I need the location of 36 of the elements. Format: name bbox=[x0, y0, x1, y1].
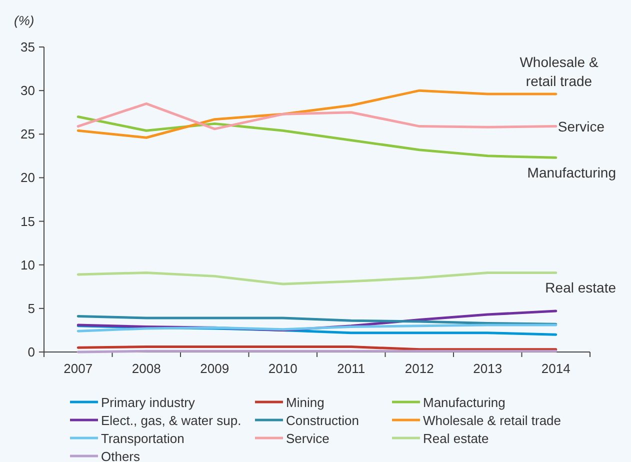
legend-label: Service bbox=[286, 431, 330, 446]
y-tick-label: 20 bbox=[20, 170, 35, 186]
legend-label: Others bbox=[101, 449, 141, 462]
x-tick-label: 2012 bbox=[404, 361, 434, 376]
legend-label: Elect., gas, & water sup. bbox=[101, 413, 242, 428]
x-tick-label: 2014 bbox=[541, 361, 570, 376]
y-tick-label: 5 bbox=[28, 300, 35, 316]
y-tick-label: 0 bbox=[28, 344, 35, 360]
line-series bbox=[76, 102, 558, 130]
line-series bbox=[76, 89, 558, 139]
line-series bbox=[76, 315, 558, 326]
line-series bbox=[76, 115, 558, 159]
y-tick-label: 35 bbox=[20, 40, 35, 54]
x-tick-label: 2013 bbox=[473, 361, 502, 376]
x-tick-label: 2008 bbox=[132, 361, 161, 376]
annotation: Service bbox=[558, 118, 605, 134]
y-tick-label: 30 bbox=[20, 83, 35, 98]
y-axis-title: (%) bbox=[14, 13, 34, 28]
legend-label: Primary industry bbox=[101, 395, 196, 410]
y-tick-label: 10 bbox=[20, 257, 35, 272]
annotation: Manufacturing bbox=[527, 164, 616, 181]
legend-label: Construction bbox=[286, 413, 359, 428]
legend-label: Wholesale & retail trade bbox=[423, 413, 562, 428]
legend-label: Manufacturing bbox=[423, 395, 506, 410]
legend-label: Mining bbox=[286, 395, 324, 410]
annotation: Real estate bbox=[545, 280, 616, 296]
y-tick-label: 25 bbox=[20, 126, 35, 142]
y-tick-label: 15 bbox=[20, 214, 35, 229]
legend-label: Transportation bbox=[101, 431, 184, 446]
line-series bbox=[76, 324, 558, 332]
x-tick-label: 2011 bbox=[337, 361, 366, 376]
x-tick-label: 2010 bbox=[268, 361, 298, 376]
x-tick-label: 2007 bbox=[64, 361, 93, 376]
x-tick-label: 2009 bbox=[200, 361, 230, 376]
annotation: Wholesale & retail trade bbox=[520, 54, 599, 90]
legend-label: Real estate bbox=[423, 431, 489, 446]
